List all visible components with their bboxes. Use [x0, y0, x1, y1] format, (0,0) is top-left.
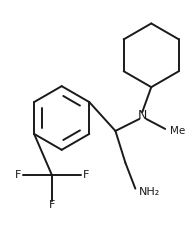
Text: Me: Me — [170, 126, 185, 136]
Text: N: N — [138, 109, 147, 122]
Text: F: F — [15, 170, 21, 180]
Text: NH₂: NH₂ — [139, 187, 161, 197]
Text: F: F — [82, 170, 89, 180]
Text: F: F — [49, 200, 55, 210]
